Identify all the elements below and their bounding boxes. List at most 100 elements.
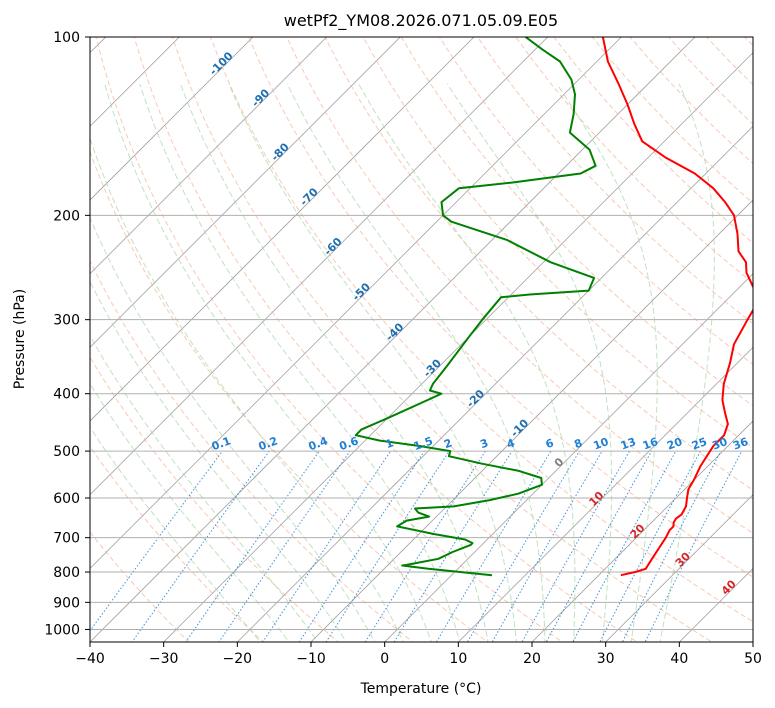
dry-adiabat-line	[248, 37, 753, 578]
isotherm-line	[90, 37, 622, 569]
isotherm-line	[90, 37, 328, 275]
isotherm-line	[90, 37, 696, 642]
isotherm-line	[90, 37, 401, 348]
isotherm-line	[605, 494, 753, 642]
moist-adiabat-line	[139, 83, 461, 642]
isotherm-label: -80	[269, 140, 292, 163]
dry-adiabat-line	[90, 356, 339, 642]
isotherm-label: 30	[673, 549, 693, 569]
mixing-ratio-label: 6	[544, 436, 556, 451]
temperature-profile-line	[601, 37, 753, 577]
isotherm-line	[236, 125, 753, 642]
mixing-ratio-line	[185, 450, 320, 642]
mixing-ratio-line	[298, 450, 425, 642]
mixing-ratio-label: 3	[478, 436, 490, 451]
dry-adiabat-line	[744, 37, 753, 47]
mixing-ratio-label: 0.2	[257, 434, 280, 453]
x-axis-ticks: −40 −30 −20 −10 0 10 20 30 40 50	[75, 642, 762, 667]
mixing-ratio-label: 10	[592, 435, 611, 453]
dry-adiabat-line	[362, 37, 753, 449]
mixing-ratio-label: 0.4	[307, 434, 330, 453]
profile-lines	[354, 37, 753, 577]
isotherm-label: -50	[350, 280, 373, 303]
dry-adiabat-line	[667, 37, 753, 125]
mixing-ratio-label: 4	[505, 436, 517, 451]
y-tick-label: 300	[53, 313, 80, 329]
dry-adiabat-line	[591, 37, 753, 204]
dry-adiabat-line	[95, 37, 564, 642]
isotherm-label: 20	[628, 521, 648, 541]
mixing-ratio-label: 20	[665, 435, 684, 453]
mixing-ratio-line	[644, 450, 743, 642]
mixing-ratio-label: 13	[619, 435, 638, 452]
isotherm-line	[90, 37, 180, 127]
mixing-ratio-label: 1.5	[412, 434, 435, 453]
dry-adiabat-line	[477, 37, 753, 325]
mixing-ratio-label: 30	[710, 435, 729, 453]
y-tick-label: 200	[53, 208, 80, 224]
dry-adiabat-line	[629, 37, 753, 165]
x-tick-label: −30	[149, 651, 179, 667]
y-tick-label: 800	[53, 565, 80, 581]
x-tick-label: 0	[380, 651, 389, 667]
moist-adiabat-line	[90, 382, 290, 642]
mixing-ratio-line	[545, 450, 653, 642]
dry-adiabat-line	[133, 37, 638, 642]
x-tick-label: 50	[744, 651, 762, 667]
x-tick-label: −10	[296, 651, 326, 667]
dry-adiabat-line	[515, 37, 753, 284]
moist-adiabat-line	[90, 136, 404, 642]
isotherm-line	[90, 37, 549, 496]
isotherm-line	[457, 346, 753, 642]
mixing-ratio-label: 16	[641, 435, 660, 453]
mixing-ratio-label: 8	[572, 436, 584, 451]
moist-adiabat-line	[228, 83, 518, 642]
dry-adiabat-line	[705, 37, 753, 86]
mixing-ratio-label: 1	[384, 436, 396, 451]
moist-adiabat-line	[90, 280, 347, 642]
dry-adiabat-line	[90, 445, 265, 642]
y-tick-label: 500	[53, 444, 80, 460]
isotherm-line	[752, 641, 753, 642]
mixing-ratio-line	[90, 450, 223, 632]
x-tick-label: 30	[597, 651, 615, 667]
dry-adiabat-line	[400, 37, 753, 407]
moist-adiabat-line	[286, 83, 546, 642]
mixing-ratio-labels: 0.1 0.2 0.4 0.6 1 1.5 2 3 4 6 8 10 13 16 20 25 30 36	[210, 434, 750, 453]
isotherm-line	[310, 199, 753, 642]
isotherm-label: 40	[719, 577, 739, 597]
x-tick-label: 10	[449, 651, 467, 667]
x-axis-label: Temperature (°C)	[360, 681, 482, 697]
isotherm-label: -100	[207, 49, 236, 78]
x-tick-label: 20	[523, 651, 541, 667]
mixing-ratio-label: 25	[690, 435, 709, 452]
moist-adiabat-line	[104, 83, 432, 642]
gridlines	[90, 37, 753, 630]
isotherm-line	[90, 37, 475, 422]
mixing-ratio-label: 2	[442, 436, 454, 451]
mixing-ratio-label: 36	[731, 435, 750, 453]
dry-adiabat-line	[286, 37, 753, 534]
isotherm-line	[90, 37, 254, 201]
isotherm-line	[384, 273, 753, 642]
dry-adiabat-line	[90, 150, 489, 642]
dry-adiabat-line	[171, 37, 713, 642]
x-tick-label: −20	[223, 651, 253, 667]
moist-adiabat-line	[556, 83, 658, 642]
mixing-ratio-label: 0.1	[210, 434, 233, 453]
mixing-ratio-line	[466, 450, 580, 642]
isotherm-label: 10	[586, 489, 606, 509]
y-tick-label: 1000	[44, 622, 80, 638]
y-tick-label: 900	[53, 595, 80, 611]
dry-adiabat-line	[90, 531, 190, 642]
mixing-ratio-line	[621, 450, 722, 642]
dry-adiabat-line	[90, 259, 414, 642]
isotherm-label: -70	[298, 185, 321, 208]
moist-adiabat-line	[358, 83, 576, 642]
moist-adiabat-line	[90, 334, 319, 642]
isotherm-line	[531, 420, 753, 642]
y-tick-label: 600	[53, 491, 80, 507]
moist-adiabat-line	[446, 83, 613, 642]
